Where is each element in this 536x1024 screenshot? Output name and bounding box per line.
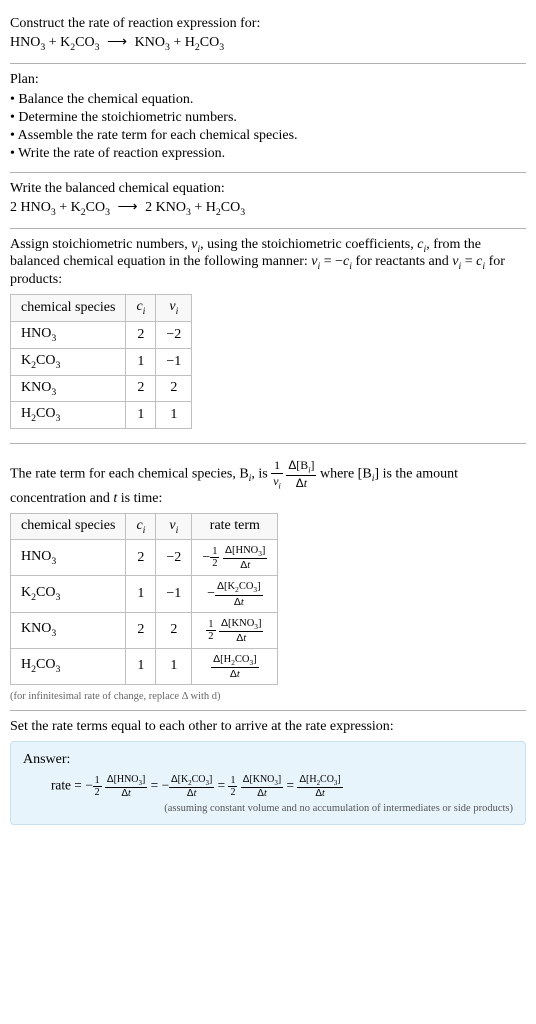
- cell-species: K2CO3: [11, 576, 126, 612]
- table-header-row: chemical species ci νi rate term: [11, 513, 278, 540]
- answer-box: Answer: rate = −12 Δ[HNO3]Δt = −Δ[K2CO3]…: [10, 741, 526, 825]
- rateterm-table: chemical species ci νi rate term HNO3 2 …: [10, 513, 278, 685]
- cell-ci: 1: [126, 402, 156, 429]
- table-row: K2CO3 1 −1 −Δ[K2CO3]Δt: [11, 576, 278, 612]
- cell-vi: −1: [156, 348, 192, 375]
- header-ci: ci: [126, 513, 156, 540]
- text: for reactants and: [352, 254, 452, 269]
- plan-item-text: Write the rate of reaction expression.: [18, 146, 225, 161]
- plan-item-text: Balance the chemical equation.: [18, 92, 193, 107]
- cell-vi: 2: [156, 612, 192, 648]
- section-final: Set the rate terms equal to each other t…: [10, 711, 526, 833]
- intro-heading: Construct the rate of reaction expressio…: [10, 16, 526, 32]
- text: Assign stoichiometric numbers,: [10, 237, 191, 252]
- cell-species: H2CO3: [11, 648, 126, 684]
- cell-vi: −1: [156, 576, 192, 612]
- text: , is: [251, 467, 271, 482]
- plan-item-text: Determine the stoichiometric numbers.: [18, 110, 237, 125]
- final-heading: Set the rate terms equal to each other t…: [10, 719, 526, 735]
- answer-equation: rate = −12 Δ[HNO3]Δt = −Δ[K2CO3]Δt = 12 …: [23, 774, 513, 799]
- balanced-equation: 2 HNO3 + K2CO3 ⟶ 2 KNO3 + H2CO3: [10, 199, 526, 218]
- cell-species: KNO3: [11, 612, 126, 648]
- rate-word: rate: [51, 777, 71, 792]
- plan-item: • Write the rate of reaction expression.: [10, 146, 526, 162]
- plan-list: • Balance the chemical equation. • Deter…: [10, 92, 526, 162]
- stoich-intro: Assign stoichiometric numbers, νi, using…: [10, 237, 526, 289]
- cell-rate: 12 Δ[KNO3]Δt: [192, 612, 278, 648]
- section-balanced: Write the balanced chemical equation: 2 …: [10, 173, 526, 229]
- header-vi: νi: [156, 295, 192, 322]
- rateterm-intro: The rate term for each chemical species,…: [10, 458, 526, 506]
- cell-ci: 1: [126, 348, 156, 375]
- table-row: H2CO3 1 1: [11, 402, 192, 429]
- cell-species: HNO3: [11, 540, 126, 576]
- header-ci: ci: [126, 295, 156, 322]
- text: The rate term for each chemical species,…: [10, 467, 249, 482]
- header-rate: rate term: [192, 513, 278, 540]
- table-row: K2CO3 1 −1: [11, 348, 192, 375]
- answer-note: (assuming constant volume and no accumul…: [23, 803, 513, 814]
- stoich-table: chemical species ci νi HNO3 2 −2 K2CO3 1…: [10, 294, 192, 429]
- plan-item: • Balance the chemical equation.: [10, 92, 526, 108]
- cell-ci: 2: [126, 321, 156, 348]
- cell-rate: −12 Δ[HNO3]Δt: [192, 540, 278, 576]
- table-row: KNO3 2 2: [11, 375, 192, 402]
- cell-vi: 2: [156, 375, 192, 402]
- section-plan: Plan: • Balance the chemical equation. •…: [10, 64, 526, 173]
- section-stoich: Assign stoichiometric numbers, νi , using…: [10, 229, 526, 445]
- section-intro: Construct the rate of reaction expressio…: [10, 8, 526, 64]
- header-species: chemical species: [11, 295, 126, 322]
- cell-species: KNO3: [11, 375, 126, 402]
- plan-heading: Plan:: [10, 72, 526, 88]
- cell-ci: 2: [126, 375, 156, 402]
- cell-rate: −Δ[K2CO3]Δt: [192, 576, 278, 612]
- cell-species: HNO3: [11, 321, 126, 348]
- table-row: H2CO3 1 1 Δ[H2CO3]Δt: [11, 648, 278, 684]
- cell-vi: 1: [156, 648, 192, 684]
- cell-species: H2CO3: [11, 402, 126, 429]
- table-row: HNO3 2 −2: [11, 321, 192, 348]
- cell-ci: 1: [126, 576, 156, 612]
- plan-item: • Determine the stoichiometric numbers.: [10, 110, 526, 126]
- cell-vi: −2: [156, 540, 192, 576]
- unbalanced-equation: HNO3 + K2CO3 ⟶ KNO3 + H2CO3: [10, 34, 526, 53]
- header-vi: νi: [156, 513, 192, 540]
- text: is time:: [117, 491, 162, 506]
- text: where [B: [320, 467, 372, 482]
- table-header-row: chemical species ci νi: [11, 295, 192, 322]
- header-species: chemical species: [11, 513, 126, 540]
- table-row: HNO3 2 −2 −12 Δ[HNO3]Δt: [11, 540, 278, 576]
- answer-label: Answer:: [23, 752, 513, 768]
- cell-ci: 2: [126, 612, 156, 648]
- cell-vi: 1: [156, 402, 192, 429]
- table-row: KNO3 2 2 12 Δ[KNO3]Δt: [11, 612, 278, 648]
- cell-ci: 2: [126, 540, 156, 576]
- plan-item-text: Assemble the rate term for each chemical…: [18, 128, 298, 143]
- cell-species: K2CO3: [11, 348, 126, 375]
- cell-ci: 1: [126, 648, 156, 684]
- section-rateterm: The rate term for each chemical species,…: [10, 444, 526, 711]
- rateterm-note: (for infinitesimal rate of change, repla…: [10, 691, 526, 702]
- text: , using the stoichiometric coefficients,: [200, 237, 417, 252]
- plan-item: • Assemble the rate term for each chemic…: [10, 128, 526, 144]
- cell-vi: −2: [156, 321, 192, 348]
- balanced-heading: Write the balanced chemical equation:: [10, 181, 526, 197]
- cell-rate: Δ[H2CO3]Δt: [192, 648, 278, 684]
